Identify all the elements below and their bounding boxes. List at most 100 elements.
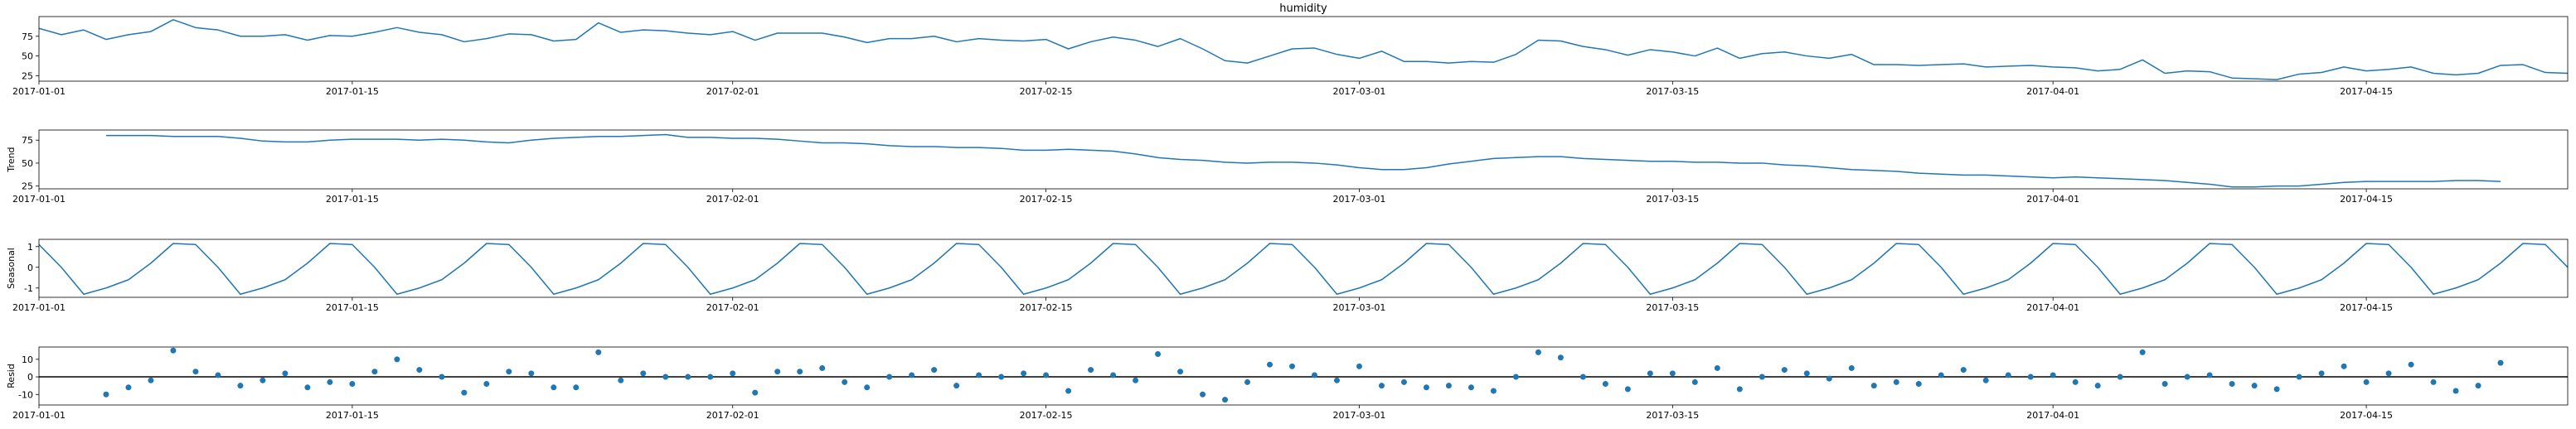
resid-point [1267, 361, 1273, 368]
resid-point [819, 364, 826, 371]
resid-point [2341, 363, 2347, 369]
resid-point [1579, 374, 1586, 380]
resid-point [148, 377, 154, 383]
x-tick-label: 2017-04-01 [2026, 410, 2079, 421]
resid-point [2184, 374, 2190, 380]
x-tick-label: 2017-03-15 [1646, 86, 1699, 97]
resid-point [2408, 361, 2414, 368]
x-tick-label: 2017-04-15 [2340, 86, 2393, 97]
resid-point [2363, 378, 2370, 385]
resid-point [1915, 381, 1922, 388]
plot-area [105, 133, 2501, 188]
resid-point [685, 374, 691, 380]
x-tick-label: 2017-04-01 [2026, 302, 2079, 313]
resid-point [2497, 359, 2504, 366]
x-tick-label: 2017-02-15 [1020, 302, 1073, 313]
resid-point [1647, 370, 1653, 377]
resid-point [2475, 383, 2481, 389]
resid-point [2050, 372, 2056, 378]
y-tick-label: 25 [22, 181, 33, 192]
y-axis-label: Resid [6, 364, 17, 388]
resid-point [1378, 383, 1385, 389]
resid-point [953, 383, 960, 389]
resid-point [1490, 388, 1497, 394]
panel-3: Seasonal -1 0 1 2017-01-01 2017-01-15 2017-02-… [6, 239, 2569, 313]
resid-point [1333, 377, 1340, 383]
resid-point [371, 369, 378, 375]
y-tick-label: 25 [22, 70, 33, 81]
resid-point [1826, 375, 1832, 382]
y-tick-label: 50 [22, 51, 33, 62]
x-tick-label: 2017-01-15 [326, 302, 379, 313]
y-tick-label: 75 [22, 31, 33, 42]
resid-point [2452, 388, 2459, 394]
resid-point [1043, 372, 1050, 378]
x-tick-label: 2017-03-01 [1333, 410, 1386, 421]
resid-point [215, 372, 221, 378]
y-tick-label: 1 [27, 242, 33, 253]
axes-frame [38, 16, 2569, 82]
resid-point [1244, 378, 1251, 385]
resid-point [730, 370, 736, 377]
resid-point [752, 389, 759, 396]
resid-point [1467, 384, 1474, 391]
x-tick-label: 2017-03-01 [1333, 194, 1386, 205]
x-tick-label: 2017-01-01 [12, 86, 65, 97]
x-tick-label: 2017-01-01 [12, 302, 65, 313]
resid-point [1669, 370, 1676, 377]
resid-point [2251, 383, 2258, 389]
resid-point [1803, 370, 1810, 377]
x-tick-label: 2017-01-15 [326, 410, 379, 421]
plot-area [39, 347, 2568, 403]
series-line [39, 243, 2568, 295]
x-tick-label: 2017-01-15 [326, 86, 379, 97]
resid-point [439, 374, 445, 380]
resid-point [662, 374, 669, 380]
panel-1: humidity 25 50 75 2017-01-01 2017-01-15 2017-0… [12, 2, 2569, 97]
panel-4: Resid-10 0 10 2017-01-01 2017-01-15 2017-02-0… [6, 346, 2569, 421]
resid-point [1088, 367, 1094, 374]
chart-title: humidity [1279, 2, 1327, 15]
resid-point [528, 370, 535, 377]
y-tick-label: -10 [18, 389, 33, 400]
y-tick-label: 75 [22, 135, 33, 146]
x-tick-label: 2017-01-15 [326, 194, 379, 205]
resid-point [1535, 349, 1541, 355]
resid-point [416, 367, 423, 374]
resid-point [931, 367, 938, 374]
resid-point [1356, 363, 1362, 369]
resid-point [1177, 369, 1184, 375]
resid-point [2430, 378, 2437, 385]
resid-point [595, 349, 602, 355]
resid-point [618, 377, 624, 383]
resid-point [2005, 372, 2011, 378]
resid-point [1714, 364, 1720, 371]
resid-point [170, 347, 177, 354]
resid-point [237, 383, 244, 389]
resid-point [2273, 386, 2280, 393]
x-tick-label: 2017-03-15 [1646, 194, 1699, 205]
y-tick-label: 0 [27, 263, 33, 273]
resid-point [1557, 354, 1564, 361]
plot-area [39, 243, 2568, 295]
resid-point [483, 381, 490, 388]
x-tick-label: 2017-03-01 [1333, 86, 1386, 97]
resid-point [2296, 374, 2302, 380]
x-tick-label: 2017-03-15 [1646, 302, 1699, 313]
resid-point [1982, 377, 1989, 383]
resid-point [1400, 378, 1407, 385]
resid-point [327, 378, 333, 385]
y-tick-label: 0 [27, 372, 33, 383]
resid-point [1781, 367, 1788, 374]
resid-point [2139, 349, 2146, 355]
resid-point [886, 374, 893, 380]
resid-point [1423, 384, 1429, 391]
x-tick-label: 2017-04-01 [2026, 86, 2079, 97]
resid-point [1512, 374, 1519, 380]
resid-point [551, 384, 557, 391]
resid-point [1893, 378, 1899, 385]
resid-point [909, 372, 915, 378]
resid-point [1759, 374, 1765, 380]
resid-point [103, 391, 109, 398]
